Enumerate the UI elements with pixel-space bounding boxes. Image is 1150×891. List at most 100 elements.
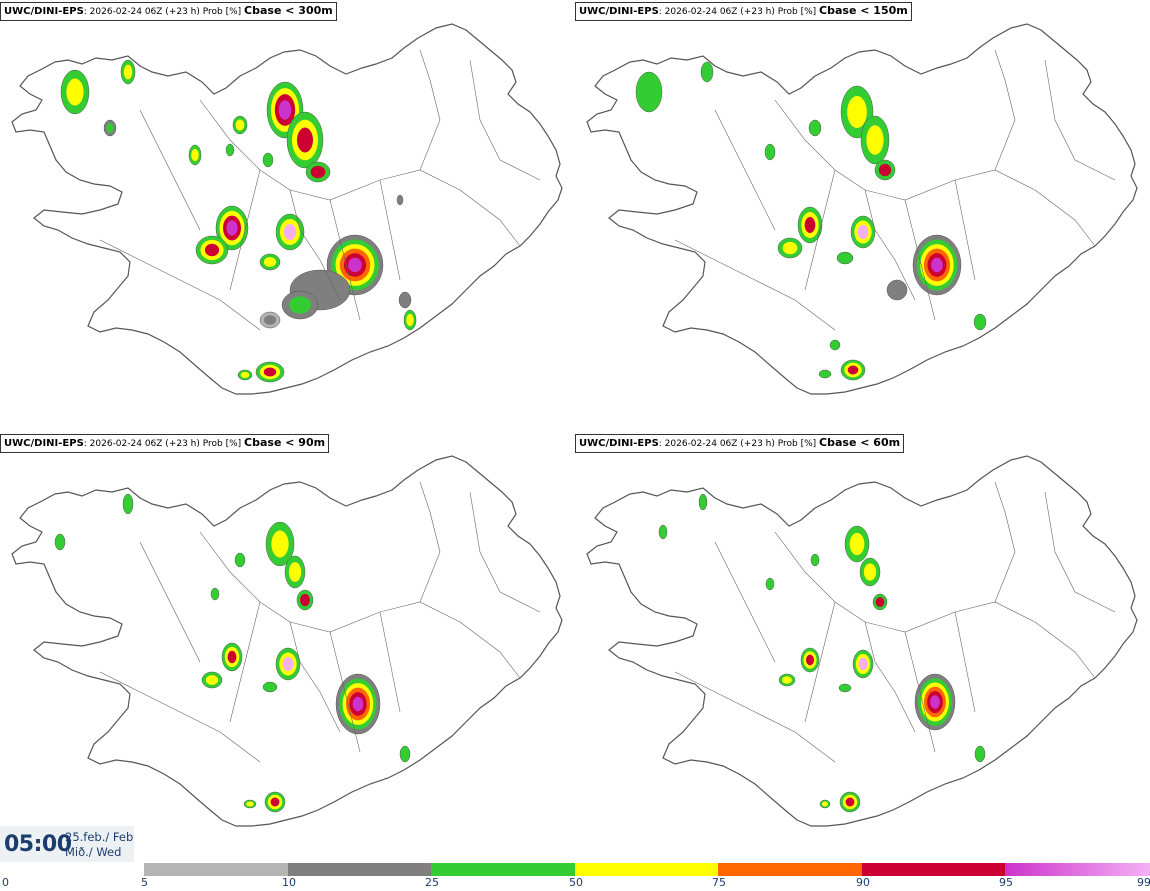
valid-date-line2: Mið./ Wed xyxy=(65,845,122,859)
colorbar-segment-5-10 xyxy=(144,863,288,876)
field-name: Cbase < 150m xyxy=(819,4,908,17)
probability-contour xyxy=(974,745,986,763)
probability-contour xyxy=(288,296,312,314)
region-border xyxy=(199,531,461,633)
model-name: UWC/DINI-EPS xyxy=(4,438,84,449)
region-border xyxy=(904,631,936,753)
region-border xyxy=(1044,491,1116,613)
probability-contour xyxy=(288,562,302,582)
iceland-probability-map xyxy=(11,455,563,827)
probability-contour xyxy=(123,64,133,80)
region-border xyxy=(329,199,361,321)
probability-contour xyxy=(849,532,865,556)
region-border xyxy=(864,189,916,301)
probability-contour xyxy=(283,224,297,240)
colorbar-segment-75-90 xyxy=(718,863,862,876)
iceland-probability-map xyxy=(11,23,563,395)
probability-contour xyxy=(225,143,235,157)
colorbar-tick-10: 10 xyxy=(282,876,296,889)
map-panel-90m: UWC/DINI-EPS: 2026-02-24 06Z (+23 h) Pro… xyxy=(0,432,575,867)
colorbar-segment-95-99 xyxy=(1005,863,1150,876)
valid-time-box: 05:00 25.feb./ Feb Mið./ Wed xyxy=(0,826,134,862)
region-border xyxy=(379,611,401,713)
region-border xyxy=(289,621,341,733)
probability-contour xyxy=(406,313,414,327)
region-border xyxy=(954,611,976,713)
probability-contour xyxy=(300,593,310,607)
region-border xyxy=(714,109,776,231)
region-border xyxy=(229,601,261,723)
probability-contour xyxy=(806,654,814,666)
probability-contour xyxy=(246,801,254,807)
region-border xyxy=(864,621,916,733)
region-border xyxy=(954,179,976,281)
region-border xyxy=(459,189,521,247)
model-name: UWC/DINI-EPS xyxy=(579,6,659,17)
region-border xyxy=(994,49,1016,171)
probability-contour xyxy=(765,577,775,591)
probability-contour xyxy=(810,553,820,567)
probability-contour xyxy=(66,78,84,106)
model-name: UWC/DINI-EPS xyxy=(4,6,84,17)
colorbar-tick-95: 95 xyxy=(999,876,1013,889)
field-name: Cbase < 300m xyxy=(244,4,333,17)
panel-title: UWC/DINI-EPS: 2026-02-24 06Z (+23 h) Pro… xyxy=(0,434,330,453)
iceland-coastline xyxy=(586,455,1138,827)
probability-contour xyxy=(930,695,940,709)
probability-contour xyxy=(234,552,246,568)
colorbar-tick-0: 0 xyxy=(2,876,9,889)
region-border xyxy=(99,239,261,331)
iceland-coastline xyxy=(586,23,1138,395)
probability-contour xyxy=(262,681,278,693)
probability-contour xyxy=(863,563,877,581)
iceland-coastline xyxy=(11,455,563,827)
colorbar-segment-10-25 xyxy=(288,863,431,876)
probability-contour xyxy=(764,143,776,161)
region-border xyxy=(469,59,541,181)
iceland-coastline xyxy=(11,23,563,395)
probability-contour xyxy=(191,148,199,162)
probability-contour xyxy=(847,365,859,375)
valid-date: 25.feb./ Feb Mið./ Wed xyxy=(65,830,133,860)
probability-contour xyxy=(398,291,412,309)
probability-contour xyxy=(635,71,663,113)
probability-contour xyxy=(858,657,868,671)
colorbar-tick-99: 99 xyxy=(1137,876,1150,889)
region-border xyxy=(419,481,441,603)
probability-contour xyxy=(857,224,869,240)
probability-contour xyxy=(106,123,114,133)
probability-contour xyxy=(205,675,219,685)
probability-contour xyxy=(297,127,313,153)
probability-contour xyxy=(700,61,714,83)
probability-contour xyxy=(235,119,245,131)
region-border xyxy=(674,239,836,331)
model-name: UWC/DINI-EPS xyxy=(579,438,659,449)
probability-contour xyxy=(227,650,237,664)
probability-contour xyxy=(782,676,792,684)
region-border xyxy=(674,671,836,763)
valid-date-line1: 25.feb./ Feb xyxy=(65,830,134,844)
probability-contour xyxy=(210,587,220,601)
probability-contour xyxy=(973,313,987,331)
probability-contour xyxy=(931,257,943,273)
colorbar-segment-50-75 xyxy=(575,863,718,876)
probability-contour xyxy=(282,656,294,672)
colorbar-tick-25: 25 xyxy=(425,876,439,889)
probability-contour xyxy=(122,493,134,515)
probability-contour xyxy=(821,801,829,807)
panel-title: UWC/DINI-EPS: 2026-02-24 06Z (+23 h) Pro… xyxy=(575,434,905,453)
region-border xyxy=(419,49,441,171)
panel-title: UWC/DINI-EPS: 2026-02-24 06Z (+23 h) Pro… xyxy=(0,2,337,21)
probability-contour xyxy=(698,493,708,511)
run-info: : 2026-02-24 06Z (+23 h) Prob [%] xyxy=(658,7,820,17)
probability-contour xyxy=(396,194,404,206)
probability-contour xyxy=(804,217,816,233)
field-name: Cbase < 90m xyxy=(244,436,326,449)
colorbar-segment-25-50 xyxy=(431,863,575,876)
probability-contour xyxy=(866,125,884,155)
colorbar-tick-5: 5 xyxy=(141,876,148,889)
valid-hour: 05:00 xyxy=(4,832,72,857)
region-border xyxy=(379,179,401,281)
probability-contour xyxy=(808,119,822,137)
region-border xyxy=(1034,189,1096,247)
